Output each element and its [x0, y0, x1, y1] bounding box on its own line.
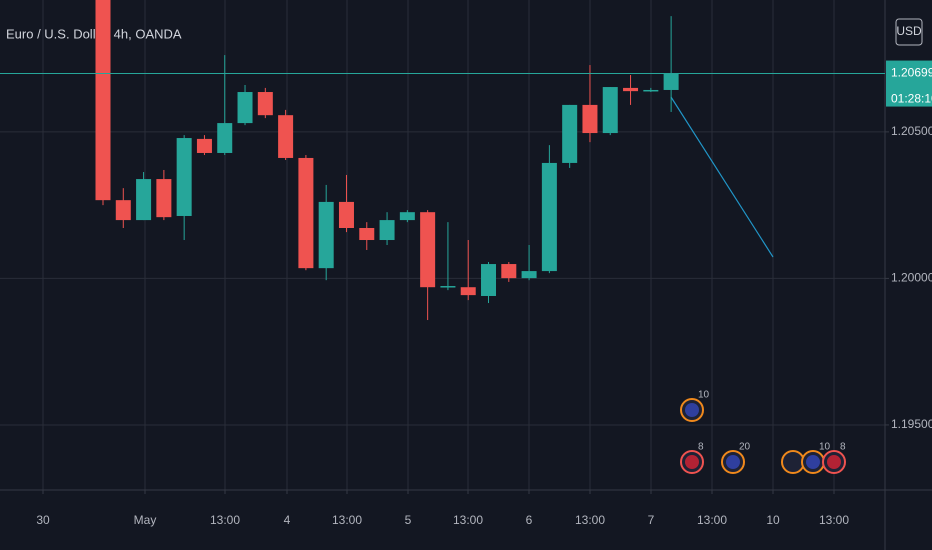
x-tick-label: 13:00	[697, 513, 727, 527]
projection-line	[670, 96, 774, 258]
event-count: 10	[698, 390, 710, 401]
candle-body	[541, 162, 557, 272]
candle-body	[562, 104, 578, 163]
candle-body	[176, 138, 192, 216]
candle-body	[338, 201, 354, 229]
candle-body	[481, 264, 497, 296]
candle-body	[420, 212, 436, 288]
event-count: 8	[698, 442, 704, 453]
y-tick-label: 1.19500	[891, 417, 932, 431]
currency-label[interactable]: USD	[896, 24, 922, 38]
event-flag	[726, 455, 740, 469]
candle-body	[582, 104, 598, 134]
candle-body	[521, 271, 537, 279]
candle-body	[379, 220, 395, 241]
x-tick-label: 5	[405, 513, 412, 527]
candle-body	[237, 92, 253, 124]
candle-body	[399, 212, 415, 221]
candle-body	[318, 201, 334, 269]
event-flag	[685, 403, 699, 417]
candle-body	[278, 115, 294, 158]
event-count: 10	[819, 442, 831, 453]
candle-body	[460, 287, 476, 296]
x-tick-label: 13:00	[575, 513, 605, 527]
x-tick-label: 30	[36, 513, 50, 527]
x-tick-label: 4	[284, 513, 291, 527]
currency-button[interactable]	[895, 18, 923, 46]
x-tick-label: 13:00	[332, 513, 362, 527]
x-tick-label: 7	[648, 513, 655, 527]
event-flag	[806, 455, 820, 469]
candle-body	[217, 123, 233, 153]
candle-body	[440, 286, 456, 288]
candle-body	[663, 73, 679, 90]
event-count: 8	[840, 442, 846, 453]
candle-body	[298, 157, 314, 269]
candle-body	[196, 138, 212, 153]
x-tick-label: May	[134, 513, 157, 527]
candle-body	[501, 264, 517, 279]
event-icon[interactable]: 10	[801, 442, 831, 474]
x-tick-label: 13:00	[819, 513, 849, 527]
event-icon[interactable]	[781, 450, 805, 474]
candle-body	[95, 0, 111, 201]
event-icon[interactable]: 8	[680, 442, 704, 474]
candle-body	[115, 200, 131, 221]
candle-body	[257, 92, 273, 116]
candle-body	[156, 179, 172, 218]
candle-body	[643, 89, 659, 92]
candle-body	[136, 179, 152, 221]
candle-body	[359, 228, 375, 241]
event-icon[interactable]: 20	[721, 442, 751, 474]
x-tick-label: 10	[766, 513, 780, 527]
last-price-label: 1.20699	[891, 66, 932, 80]
countdown-label: 01:28:10	[891, 92, 932, 106]
candle-body	[602, 87, 618, 134]
event-icon[interactable]: 10	[680, 390, 710, 422]
last-price-box	[886, 60, 932, 107]
event-flag	[685, 455, 699, 469]
candle-body	[623, 87, 639, 92]
x-tick-label: 13:00	[210, 513, 240, 527]
event-flag	[827, 455, 841, 469]
chart-title: Euro / U.S. Dollar, 4h, OANDA	[6, 26, 182, 41]
x-tick-label: 13:00	[453, 513, 483, 527]
event-count: 20	[739, 442, 751, 453]
event-icon[interactable]: 8	[822, 442, 846, 474]
x-tick-label: 6	[526, 513, 533, 527]
y-tick-label: 1.20000	[891, 271, 932, 285]
y-tick-label: 1.20500	[891, 124, 932, 138]
